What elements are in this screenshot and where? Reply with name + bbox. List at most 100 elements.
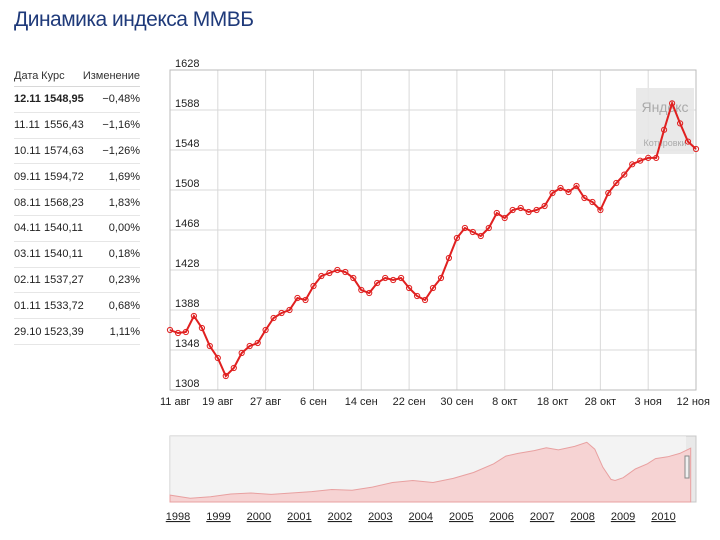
y-tick-label: 1508 — [175, 178, 199, 190]
x-tick-label: 22 сен — [393, 396, 426, 408]
y-tick-label: 1548 — [175, 138, 199, 150]
overview-tick-label: 2005 — [449, 511, 473, 523]
data-point — [565, 188, 572, 196]
overview-tick-label: 2008 — [570, 511, 594, 523]
quote-change: −1,26% — [102, 144, 140, 157]
quote-change: 1,83% — [108, 196, 140, 209]
quote-change: −0,48% — [102, 93, 140, 106]
quotes-table: Дата Курс Изменение 12.11 1548,95 −0,48% 11… — [14, 66, 140, 345]
data-point — [358, 286, 365, 294]
data-point — [198, 324, 205, 332]
quote-date: 09.11 — [14, 170, 41, 183]
data-point — [398, 274, 405, 282]
overview-tick-label: 2006 — [489, 511, 513, 523]
quote-change: 1,11% — [109, 325, 140, 338]
data-point — [597, 206, 604, 214]
data-point — [581, 194, 588, 202]
quote-row: 12.11 1548,95 −0,48% — [14, 87, 140, 113]
watermark-box — [636, 88, 694, 154]
overview-tick-label: 2001 — [287, 511, 311, 523]
data-point — [238, 349, 245, 357]
data-point — [318, 272, 325, 280]
overview-tick-label: 1999 — [206, 511, 230, 523]
main-plot-frame — [169, 69, 697, 391]
x-tick-label: 30 сен — [440, 396, 473, 408]
x-tick-label: 6 сен — [300, 396, 327, 408]
quote-date: 08.11 — [14, 196, 41, 209]
data-point — [629, 161, 636, 168]
quote-row: 08.11 1568,23 1,83% — [14, 190, 140, 216]
quote-row: 29.10 1523,39 1,11% — [14, 319, 140, 345]
data-point — [294, 294, 301, 302]
x-tick-label: 11 авг — [160, 396, 190, 408]
overview-area — [169, 441, 692, 503]
y-tick-label: 1588 — [175, 98, 199, 110]
data-point — [390, 276, 397, 284]
quote-date: 04.11 — [14, 222, 41, 235]
data-point — [525, 208, 532, 216]
data-point — [669, 100, 676, 107]
overview-handle[interactable] — [684, 455, 690, 479]
header-price: Курс — [41, 70, 65, 82]
x-tick-label: 27 авг — [250, 396, 281, 408]
quotes-header: Дата Курс Изменение — [14, 66, 140, 87]
data-point — [310, 282, 317, 290]
data-point — [469, 228, 476, 236]
main-grid — [169, 69, 697, 391]
quote-row: 01.11 1533,72 0,68% — [14, 293, 140, 320]
data-point — [677, 120, 684, 127]
data-point — [684, 138, 692, 145]
overview-tick-label: 1998 — [166, 511, 190, 523]
quote-change: 0,18% — [108, 248, 140, 261]
y-tick-label: 1308 — [175, 378, 199, 390]
data-point — [182, 328, 189, 336]
data-point — [445, 254, 452, 262]
x-tick-label: 18 окт — [537, 396, 568, 408]
overview-tick-label: 2010 — [651, 511, 675, 523]
overview-tick-label: 2000 — [247, 511, 271, 523]
data-point — [485, 224, 492, 232]
x-tick-label: 28 окт — [585, 396, 616, 408]
data-point — [374, 279, 381, 287]
data-point — [421, 296, 429, 304]
data-point — [166, 326, 174, 334]
data-point — [406, 284, 413, 292]
y-tick-label: 1428 — [175, 258, 199, 270]
quote-price: 1533,72 — [44, 299, 84, 312]
data-point — [302, 296, 309, 304]
data-point — [254, 339, 261, 347]
data-point — [437, 274, 445, 282]
overview-tick-label: 2003 — [368, 511, 392, 523]
data-point — [461, 224, 468, 232]
data-point — [477, 232, 484, 240]
overview-tick-label: 2002 — [328, 511, 352, 523]
data-point — [174, 329, 182, 337]
data-point — [541, 202, 548, 210]
y-tick-label: 1348 — [175, 338, 199, 350]
x-tick-label: 3 ноя — [635, 396, 662, 408]
header-date: Дата — [14, 70, 39, 82]
quote-date: 10.11 — [14, 144, 41, 157]
data-point — [262, 326, 269, 334]
data-point — [549, 189, 556, 197]
quote-price: 1540,11 — [44, 222, 83, 235]
y-tick-label: 1388 — [175, 298, 199, 310]
data-point — [342, 268, 349, 276]
data-point — [692, 145, 700, 153]
data-point — [621, 171, 628, 178]
quote-row: 04.11 1540,11 0,00% — [14, 216, 140, 242]
data-point — [637, 157, 644, 164]
quote-change: 0,23% — [108, 273, 140, 286]
x-axis: 11 авг 19 авг 27 авг 6 сен 14 сен 22 сен 30 се… — [160, 396, 710, 408]
watermark: Яндекс Котировки — [636, 88, 694, 154]
x-tick-label: 19 авг — [202, 396, 233, 408]
data-point — [573, 182, 580, 190]
data-point — [222, 372, 229, 380]
data-point — [334, 266, 341, 274]
x-tick-label: 14 сен — [345, 396, 378, 408]
data-point — [517, 204, 524, 212]
overview-tick-label: 2004 — [409, 511, 433, 523]
data-point — [206, 342, 213, 350]
data-point — [501, 214, 508, 222]
header-change: Изменение — [82, 70, 140, 82]
